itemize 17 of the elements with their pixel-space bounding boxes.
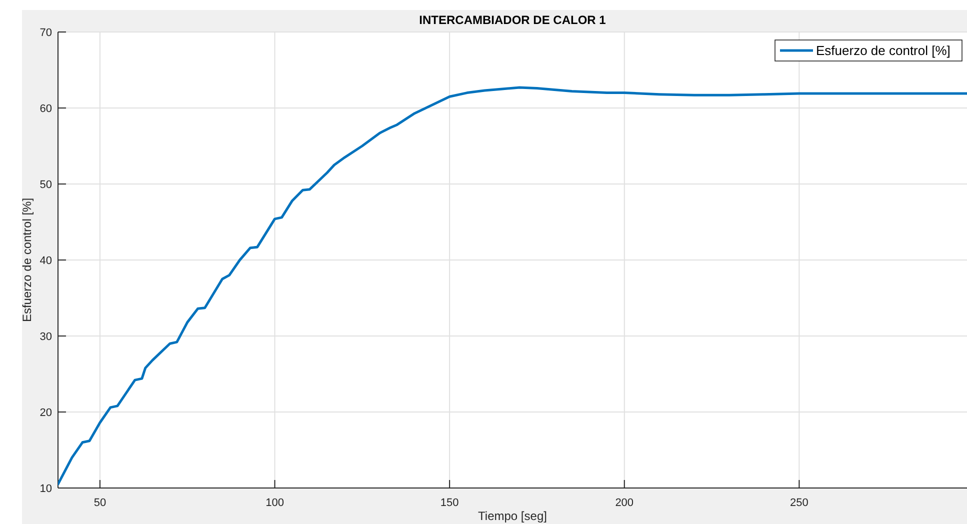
- x-tick-label: 150: [440, 497, 459, 509]
- y-axis-title: Esfuerzo de control [%]: [20, 198, 34, 322]
- legend-label: Esfuerzo de control [%]: [816, 43, 950, 58]
- x-tick-label: 100: [266, 497, 284, 509]
- y-tick-label: 60: [40, 103, 52, 115]
- y-tick-label: 70: [40, 27, 52, 39]
- y-tick-label: 10: [40, 483, 52, 495]
- x-axis-title: Tiempo [seg]: [478, 509, 547, 523]
- y-tick-label: 30: [40, 331, 52, 343]
- chart-title: INTERCAMBIADOR DE CALOR 1: [419, 13, 606, 27]
- x-tick-label: 200: [615, 497, 634, 509]
- x-tick-label: 250: [790, 497, 808, 509]
- y-tick-label: 20: [40, 407, 52, 419]
- line-series: [58, 86, 967, 486]
- x-tick-label: 50: [94, 497, 106, 509]
- y-tick-label: 50: [40, 179, 52, 191]
- y-tick-label: 40: [40, 255, 52, 267]
